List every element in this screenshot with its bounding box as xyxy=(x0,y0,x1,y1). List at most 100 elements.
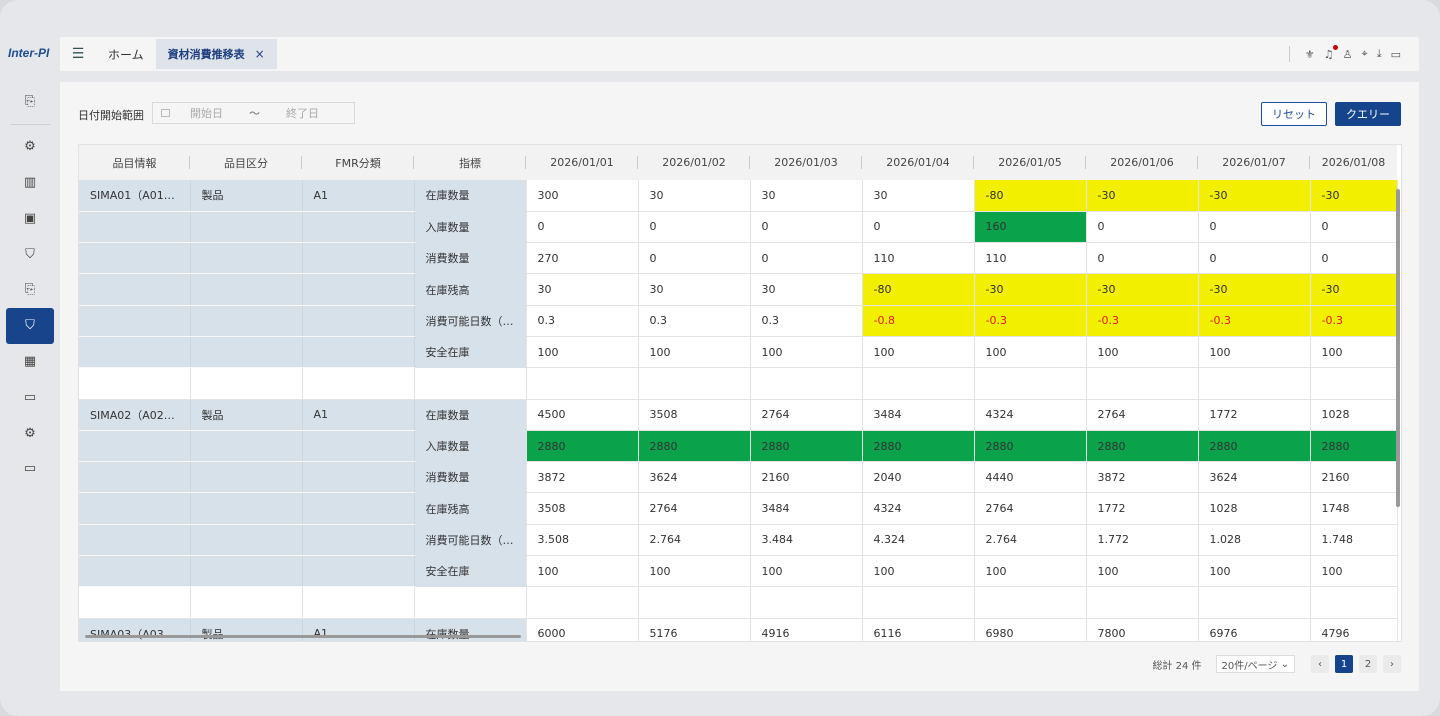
main-content: 日付開始範囲 開始日 ～ 終了日 リセット クエリー 品目情報 品目区分 FMR分類… xyxy=(60,82,1419,691)
value-cell: 100 xyxy=(1086,555,1199,588)
sidebar-item-document[interactable]: ⎘ xyxy=(6,84,54,120)
date-range-picker[interactable]: 開始日 ～ 終了日 xyxy=(152,102,355,124)
value-cell: -80 xyxy=(862,273,975,306)
column-header[interactable]: 2026/01/05 xyxy=(974,145,1086,180)
location-icon[interactable]: ⌖ xyxy=(1361,47,1368,60)
table-row[interactable]: 在庫残高 3508 2764 3484 4324 2764 1772 1028 1748 xyxy=(79,492,1398,525)
sidebar-item-calendar[interactable]: ▦ xyxy=(6,344,54,380)
sidebar-divider xyxy=(10,123,50,125)
document-icon: ⎘ xyxy=(24,94,36,110)
metric-cell: 安全在庫 xyxy=(414,336,527,369)
table-row[interactable]: SIMA01（A01… 製品 A1 在庫数量 300 30 30 30 -80 -30 -30 -30 xyxy=(79,180,1398,212)
column-header[interactable]: 品目区分 xyxy=(190,145,302,180)
scroll-thumb[interactable] xyxy=(1396,189,1400,507)
column-header[interactable]: 2026/01/07 xyxy=(1198,145,1310,180)
column-header-label: FMR分類 xyxy=(335,156,381,170)
scroll-thumb[interactable] xyxy=(85,635,521,638)
column-header[interactable]: 2026/01/03 xyxy=(750,145,862,180)
monitor-icon[interactable]: ▭ xyxy=(1390,47,1401,61)
sidebar-item-display[interactable]: ▭ xyxy=(6,379,54,415)
column-divider xyxy=(637,156,638,169)
sidebar-item-active-shield[interactable]: ⛉ xyxy=(6,307,54,344)
download-icon[interactable]: ⤓ xyxy=(1376,47,1382,60)
metric-cell: 在庫残高 xyxy=(414,273,527,306)
sidebar-item-settings[interactable]: ⚙ xyxy=(6,129,54,165)
item-category-cell xyxy=(190,461,303,494)
next-page-button[interactable]: › xyxy=(1383,655,1401,673)
value-cell: 100 xyxy=(750,555,863,588)
user-icon[interactable]: ♙ xyxy=(1342,47,1353,61)
column-header[interactable]: 2026/01/08 xyxy=(1310,145,1397,180)
value-cell: 2764 xyxy=(638,492,751,525)
tab-material-consumption[interactable]: 資材消費推移表 × xyxy=(155,39,277,69)
column-header[interactable]: 指標 xyxy=(414,145,526,180)
tab-home[interactable]: ホーム xyxy=(96,39,156,69)
value-cell: 4796 xyxy=(1310,618,1398,641)
item-category-cell xyxy=(190,430,303,463)
table-row[interactable]: 安全在庫 100 100 100 100 100 100 100 100 xyxy=(79,555,1398,588)
sidebar-item-shield[interactable]: ⛉ xyxy=(6,236,54,272)
column-header-label: 2026/01/04 xyxy=(886,156,950,169)
column-header[interactable]: 2026/01/01 xyxy=(526,145,638,180)
value-cell: 2880 xyxy=(1310,430,1398,463)
table-row[interactable]: 消費数量 3872 3624 2160 2040 4440 3872 3624 2160 xyxy=(79,461,1398,494)
item-category-cell xyxy=(190,586,303,619)
column-header[interactable]: 2026/01/06 xyxy=(1086,145,1198,180)
value-cell: 110 xyxy=(974,242,1087,275)
item-info-cell xyxy=(79,305,191,337)
value-cell: 1.028 xyxy=(1198,524,1311,557)
reset-button[interactable]: リセット xyxy=(1261,102,1327,126)
value-cell xyxy=(638,586,751,619)
value-cell: 0 xyxy=(1086,242,1199,275)
column-header[interactable]: 2026/01/02 xyxy=(638,145,750,180)
sidebar-item-inventory[interactable]: ▣ xyxy=(6,200,54,236)
item-info-cell: SIMA02（A02… xyxy=(79,399,191,431)
column-header[interactable]: 2026/01/04 xyxy=(862,145,974,180)
table-row[interactable]: 入庫数量 0 0 0 0 160 0 0 0 xyxy=(79,211,1398,244)
value-cell: 4324 xyxy=(974,399,1087,431)
column-header[interactable]: 品目情報 xyxy=(79,145,190,180)
column-header[interactable]: FMR分類 xyxy=(302,145,414,180)
page-1-button[interactable]: 1 xyxy=(1335,655,1353,673)
page-2-button[interactable]: 2 xyxy=(1359,655,1377,673)
start-date-input[interactable]: 開始日 xyxy=(190,107,223,120)
item-info-cell xyxy=(79,336,191,369)
table-row[interactable]: 消費可能日数（… 0.3 0.3 0.3 -0.8 -0.3 -0.3 -0.3 -0.3 xyxy=(79,305,1398,337)
column-header-label: 指標 xyxy=(459,156,481,170)
value-cell xyxy=(974,367,1087,400)
value-cell: -30 xyxy=(974,273,1087,306)
sidebar-item-chart[interactable]: ▥ xyxy=(6,165,54,201)
bell-icon[interactable]: ♫ xyxy=(1324,44,1338,61)
tab-material-consumption-label: 資材消費推移表 xyxy=(167,48,245,61)
end-date-input[interactable]: 終了日 xyxy=(286,107,319,120)
table-row[interactable]: 消費可能日数（… 3.508 2.764 3.484 4.324 2.764 1.772 1.… xyxy=(79,524,1398,557)
column-header-label: 2026/01/05 xyxy=(998,156,1062,169)
theme-icon[interactable]: ⚜ xyxy=(1304,47,1315,61)
table-row[interactable]: SIMA02（A02… 製品 A1 在庫数量 4500 3508 2764 3484 4324 2… xyxy=(79,399,1398,431)
table-row[interactable]: 在庫残高 30 30 30 -80 -30 -30 -30 -30 xyxy=(79,273,1398,306)
tab-close-icon[interactable]: × xyxy=(254,47,265,61)
table-row[interactable] xyxy=(79,367,1398,400)
value-cell: 0 xyxy=(862,211,975,244)
table-row[interactable]: 入庫数量 2880 2880 2880 2880 2880 2880 2880 2880 xyxy=(79,430,1398,463)
query-button[interactable]: クエリー xyxy=(1335,102,1401,126)
horizontal-scrollbar[interactable] xyxy=(85,634,1395,639)
sidebar-item-file[interactable]: ⎘ xyxy=(6,272,54,308)
menu-toggle-icon[interactable]: ☰ xyxy=(71,46,85,62)
table-row[interactable]: 安全在庫 100 100 100 100 100 100 100 100 xyxy=(79,336,1398,369)
sidebar-item-config[interactable]: ⚙ xyxy=(6,415,54,451)
sidebar-item-monitor[interactable]: ▭ xyxy=(6,451,54,487)
value-cell: 30 xyxy=(526,273,639,306)
column-divider xyxy=(749,156,750,169)
page-size-select[interactable]: 20件/ページ ⌄ xyxy=(1215,655,1295,673)
app-logo: Inter-PI xyxy=(8,46,50,60)
value-cell xyxy=(750,367,863,400)
table-row[interactable] xyxy=(79,586,1398,619)
prev-page-button[interactable]: ‹ xyxy=(1311,655,1329,673)
divider xyxy=(1288,46,1290,62)
vertical-scrollbar[interactable] xyxy=(1396,183,1400,635)
value-cell: 2.764 xyxy=(974,524,1087,557)
value-cell: 3.484 xyxy=(750,524,863,557)
metric-cell: 入庫数量 xyxy=(414,211,527,244)
